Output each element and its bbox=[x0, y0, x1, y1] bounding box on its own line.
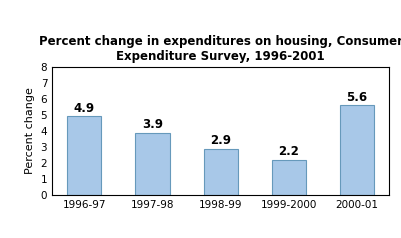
Y-axis label: Percent change: Percent change bbox=[25, 87, 35, 174]
Text: 5.6: 5.6 bbox=[346, 91, 367, 104]
Text: 3.9: 3.9 bbox=[142, 118, 163, 131]
Text: 4.9: 4.9 bbox=[74, 102, 95, 115]
Text: 2.9: 2.9 bbox=[210, 134, 231, 147]
Bar bbox=[136, 133, 170, 195]
Bar bbox=[204, 149, 237, 195]
Bar bbox=[271, 160, 306, 195]
Title: Percent change in expenditures on housing, Consumer
Expenditure Survey, 1996-200: Percent change in expenditures on housin… bbox=[38, 35, 401, 63]
Bar bbox=[67, 116, 101, 195]
Text: 2.2: 2.2 bbox=[278, 145, 299, 158]
Bar bbox=[340, 105, 374, 195]
